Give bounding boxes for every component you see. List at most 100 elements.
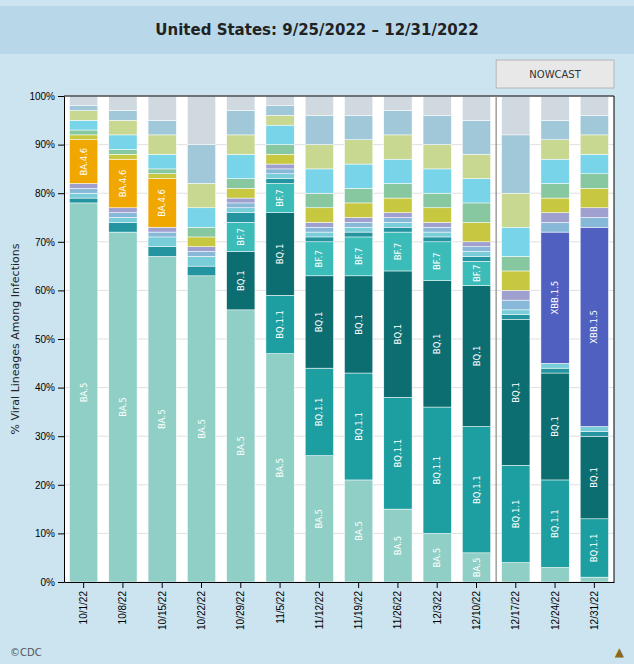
segment-label: BQ.1.1	[550, 509, 560, 538]
bar-segment	[187, 183, 215, 207]
bar-segment	[384, 397, 412, 509]
tick: 11/19/22	[353, 582, 364, 629]
tick: 60%	[35, 285, 64, 296]
bar-segment	[266, 213, 294, 296]
bar-segment	[70, 203, 98, 582]
bar-segment	[384, 96, 412, 111]
series	[70, 174, 609, 432]
bar-segment	[227, 188, 255, 198]
tick-label: 10%	[35, 528, 55, 539]
bar-segment	[502, 271, 530, 290]
bar-segment	[384, 111, 412, 135]
bar-segment	[187, 256, 215, 266]
segment-label: BQ.1.1	[393, 439, 403, 468]
bar-segment	[227, 154, 255, 178]
tick-label: 10/8/22	[117, 591, 128, 625]
y-axis-label: % Viral Lineages Among Infections	[9, 243, 22, 434]
bar-segment	[305, 96, 333, 115]
tick-label: 50%	[35, 334, 55, 345]
chart: United States: 9/25/2022 – 12/31/2022 BA.…	[0, 0, 634, 664]
bar-segment	[70, 193, 98, 198]
bar-segment	[502, 465, 530, 562]
bar-segment	[305, 276, 333, 368]
segment-label: BQ.1	[432, 334, 442, 355]
bar-segment	[384, 183, 412, 198]
bar-segment	[305, 193, 333, 208]
series	[70, 130, 609, 271]
tick-mark	[58, 533, 64, 534]
bar-segment	[227, 310, 255, 582]
tick-mark	[58, 485, 64, 486]
bar-segment	[148, 169, 176, 174]
bar-segment	[227, 203, 255, 208]
bar-segment	[70, 140, 98, 184]
tick-label: 12/3/22	[432, 591, 443, 625]
grid-line	[64, 387, 614, 388]
bar-segment	[345, 218, 373, 223]
bar-segment	[187, 237, 215, 247]
bar-segment	[502, 227, 530, 256]
tick: 10/22/22	[196, 582, 207, 630]
bar-segment	[187, 276, 215, 582]
tick-label: 12/17/22	[510, 591, 521, 630]
tick-label: 80%	[35, 188, 55, 199]
segment-label: BQ.1.1	[432, 456, 442, 485]
bar-segment	[384, 213, 412, 218]
series	[70, 203, 609, 582]
tick-label: 40%	[35, 382, 55, 393]
annotation: ▲	[615, 645, 625, 659]
bar-segment	[580, 577, 608, 582]
bar-segment	[187, 227, 215, 237]
bar-segment	[541, 198, 569, 213]
tick-label: 12/10/22	[471, 591, 482, 630]
segment-label: BQ.1	[589, 467, 599, 488]
segment-label: BQ.1	[236, 270, 246, 291]
bar-segment	[345, 237, 373, 276]
tick-mark	[58, 436, 64, 437]
bar-segment	[541, 363, 569, 368]
tick: 10/8/22	[117, 582, 128, 624]
bar-segment	[266, 96, 294, 106]
tick-mark	[58, 96, 64, 97]
tick-mark	[58, 145, 64, 146]
segment-label: BA.5	[393, 536, 403, 556]
tick-mark	[476, 582, 477, 588]
segment-label: BF.7	[472, 265, 482, 282]
bar-segment	[423, 115, 451, 144]
bar-segment	[305, 208, 333, 223]
bar-segment	[266, 145, 294, 155]
bar-segment	[266, 174, 294, 179]
bar-segment	[541, 373, 569, 480]
bar-segment	[345, 164, 373, 188]
bar-segment	[227, 213, 255, 223]
grid-line	[64, 241, 614, 242]
bar-segment	[423, 208, 451, 223]
bar-segment	[305, 232, 333, 237]
bar-segment	[305, 242, 333, 276]
bar-segment	[148, 232, 176, 237]
bar-segment	[462, 179, 490, 203]
bar-segment	[580, 208, 608, 218]
title: United States: 9/25/2022 – 12/31/2022	[155, 21, 478, 39]
bar-segment	[148, 120, 176, 135]
bar-segment	[502, 320, 530, 466]
segment-label: BA.5	[118, 397, 128, 417]
segment-label: BF.7	[275, 189, 285, 206]
bar-segment	[227, 96, 255, 111]
bar-segment	[580, 436, 608, 519]
bar-segment	[580, 115, 608, 134]
bar-segment	[384, 271, 412, 397]
segment-label: BA.5	[432, 548, 442, 568]
y-axis: 0%10%20%30%40%50%60%70%80%90%100%	[29, 91, 64, 588]
segment-label: BA.5	[354, 521, 364, 541]
bar-segment	[462, 222, 490, 241]
segment-label: BQ.1.1	[511, 500, 521, 529]
bar-segment	[148, 237, 176, 247]
bar-segment	[109, 154, 137, 159]
segment-label: BA.5	[275, 458, 285, 478]
segment-label: BA.5	[79, 383, 89, 403]
tick: 11/26/22	[392, 582, 403, 629]
tick-mark	[319, 582, 320, 588]
bar-segment	[187, 96, 215, 145]
tick-mark	[594, 582, 595, 588]
